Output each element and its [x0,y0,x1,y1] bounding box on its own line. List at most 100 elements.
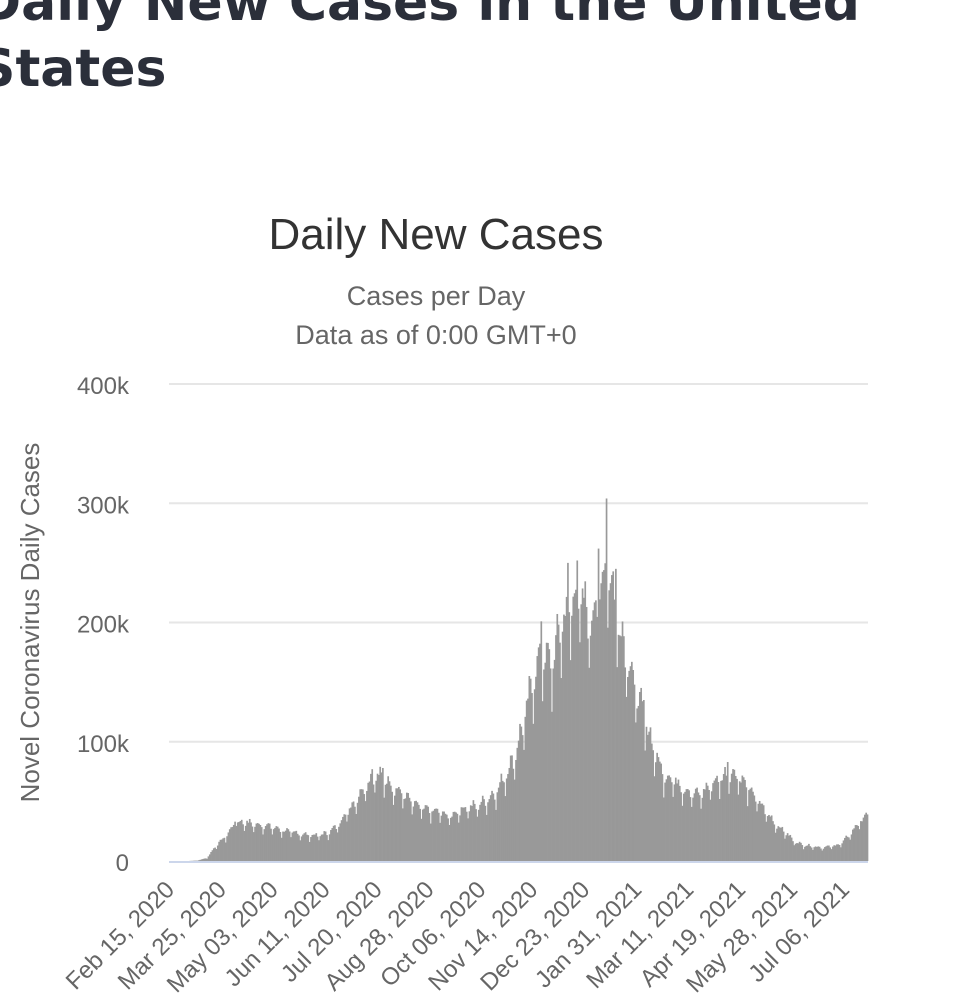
axis-labels: 0 100k 200k 300k 400k Novel Coronavirus Daily… [15,373,855,998]
daily-case-bar [444,813,447,861]
y-axis-title: Novel Coronavirus Daily Cases [15,443,45,803]
daily-case-bar [833,845,836,861]
daily-case-bar [445,814,448,861]
daily-case-bar [560,678,563,861]
daily-case-bar [283,831,286,861]
daily-case-bar [860,821,862,861]
daily-case-bar [496,792,499,861]
daily-case-bar [696,787,698,861]
daily-case-bar [303,833,306,861]
daily-case-bar [355,813,358,861]
daily-case-bar [449,817,452,861]
daily-case-bar [800,842,802,861]
daily-case-bar [828,845,830,861]
daily-case-bar [729,782,732,861]
daily-case-bar [572,596,575,861]
daily-case-bar [403,799,406,861]
daily-case-bar [512,768,515,861]
daily-case-bar [555,635,557,861]
daily-case-bar [476,816,479,861]
daily-case-bar [778,827,781,861]
daily-case-bar [288,831,291,861]
daily-case-bar [342,816,344,861]
daily-case-bar [774,832,777,861]
daily-case-bar [350,807,352,861]
daily-case-bar [760,803,762,861]
daily-case-bar [565,596,568,861]
daily-case-bar [620,636,623,861]
daily-case-bar [708,789,710,861]
daily-case-bar [773,824,776,861]
daily-case-bar [521,735,524,861]
daily-case-bar [219,839,222,861]
daily-case-bar [384,784,387,861]
daily-case-bar [822,848,825,861]
daily-case-bar [537,647,540,861]
daily-case-bar [220,839,223,861]
daily-case-bar [528,676,531,861]
daily-case-bar [581,588,584,861]
daily-case-bar [661,774,664,861]
daily-case-bar [700,808,702,861]
daily-case-bar [501,780,504,861]
daily-case-bar [424,805,427,861]
daily-case-bar [806,845,809,861]
daily-case-bar [784,838,786,861]
daily-case-bar [738,781,741,861]
daily-case-bar [680,792,682,861]
daily-case-bar [215,849,218,861]
daily-case-bar [214,847,216,861]
daily-case-bar [278,828,280,861]
chart-subtitle-line: Cases per Day [346,281,526,311]
daily-case-bar [619,635,621,861]
daily-case-bar [467,818,469,861]
chart-subtitle-line: Data as of 0:00 GMT+0 [295,320,577,350]
daily-case-bar [251,826,254,861]
daily-case-bar [523,749,525,861]
daily-case-bar [589,635,592,861]
daily-case-bar [684,791,686,861]
daily-case-bar [390,785,392,861]
daily-case-bar [585,606,588,861]
daily-case-bar [327,840,330,861]
daily-case-bar [495,809,497,861]
daily-case-bar [688,790,690,861]
daily-case-bar [258,823,260,861]
daily-case-bar [817,846,820,861]
daily-case-bar [697,792,700,861]
daily-case-bar [409,801,412,861]
daily-case-bar [441,811,444,861]
daily-case-bar [264,826,267,861]
daily-case-bar [690,806,693,861]
daily-case-bar [254,826,256,861]
daily-case-bar [720,780,722,861]
daily-case-bar [792,841,794,861]
daily-case-bar [276,826,279,861]
daily-case-bar [513,779,516,861]
daily-case-bar [457,822,460,861]
daily-case-bar [682,793,685,861]
daily-case-bar [347,814,350,861]
daily-case-bar [200,859,203,861]
daily-case-bar [641,701,644,861]
daily-case-bar [557,624,560,861]
daily-case-bar [813,847,816,861]
daily-case-bar [343,814,346,861]
daily-case-bar [543,669,545,861]
daily-case-bar [717,782,720,861]
daily-case-bar [850,834,853,861]
daily-case-bar [212,848,215,861]
daily-case-bar [395,788,398,861]
daily-case-bar [335,829,338,861]
daily-case-bar [463,807,465,861]
daily-case-bar [351,802,354,861]
daily-case-bar [725,775,728,861]
daily-case-bar [740,782,742,861]
daily-case-bar [431,811,433,861]
daily-case-bar [316,836,319,861]
daily-case-bar [601,571,604,861]
daily-case-bar [266,824,268,861]
daily-case-bar [633,684,636,861]
daily-case-bar [832,846,834,861]
daily-case-bar [637,705,640,861]
